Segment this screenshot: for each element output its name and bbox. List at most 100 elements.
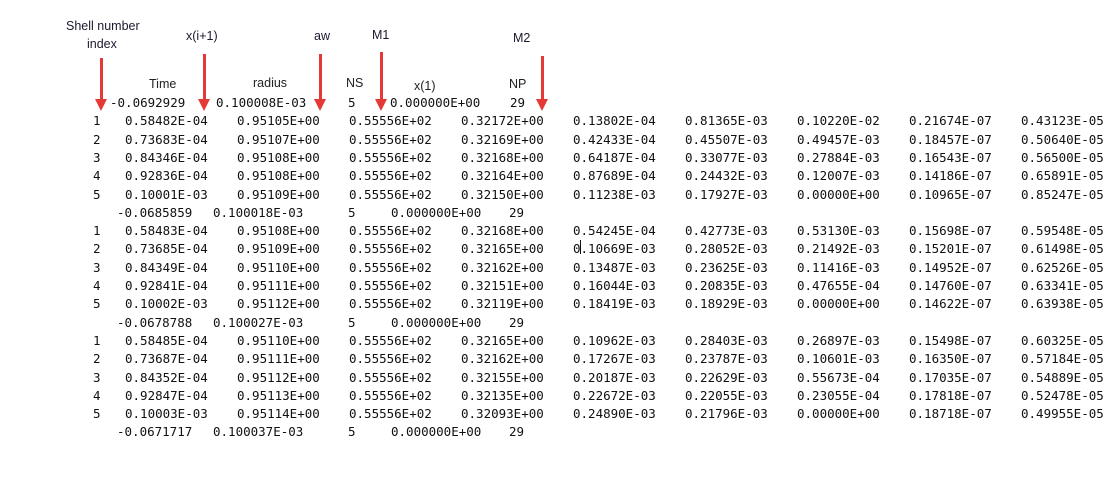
table-cell: 0.32169E+00 [461,131,544,147]
summary-value: 5 [348,204,356,220]
table-cell: 0.16350E-07 [909,351,992,367]
aw-annotation: aw [314,29,330,43]
table-cell: 0.32119E+00 [461,296,544,312]
summary-value: 0.100027E-03 [213,314,304,330]
table-cell: 0.95108E+00 [237,223,320,239]
table-cell: 0.81365E-03 [685,113,768,129]
shell-index: 1 [93,113,101,129]
table-cell: 0.32162E+00 [461,259,544,275]
table-cell: 0.10002E-03 [125,296,208,312]
table-cell: 0.55556E+02 [349,332,432,348]
text-cursor [580,240,581,254]
table-cell: 0.15498E-07 [909,332,992,348]
table-cell: 0.95114E+00 [237,406,320,422]
table-cell: 0.22629E-03 [685,369,768,385]
summary-value: -0.0678788 [117,314,193,330]
table-cell: 0.56500E-05 [1021,149,1104,165]
table-cell: 0.55556E+02 [349,223,432,239]
table-cell: 0.11416E-03 [797,259,880,275]
table-cell: 0.18929E-03 [685,296,768,312]
table-cell: 0.95105E+00 [237,113,320,129]
table-cell: 0.15201E-07 [909,241,992,257]
table-cell: 0.32168E+00 [461,223,544,239]
header-ns: NS [346,76,364,90]
table-cell: 0.10003E-03 [125,406,208,422]
table-cell: 0.43123E-05 [1021,113,1104,129]
table-cell: 0.18457E-07 [909,131,992,147]
table-cell: 0.47655E-04 [797,278,880,293]
table-cell: 0.23625E-03 [685,259,768,275]
table-cell: 0.55556E+02 [349,369,432,385]
table-cell: 0.55556E+02 [349,259,432,275]
table-cell: 0.10001E-03 [125,186,208,202]
table-cell: 0.14952E-07 [909,259,992,275]
table-cell: 0.65891E-05 [1021,168,1104,184]
table-cell: 0.64187E-04 [573,149,656,165]
table-cell: 0.15698E-07 [909,223,992,239]
summary-value: 5 [348,95,356,110]
table-cell: 0.14622E-07 [909,296,992,312]
table-cell: 0.58485E-04 [125,332,208,348]
table-cell: 0.22055E-03 [685,387,768,403]
table-cell: 0.32150E+00 [461,186,544,202]
table-cell: 0.42433E-04 [573,131,656,147]
table-cell: 0.14760E-07 [909,278,992,293]
header-np: NP [509,77,527,91]
table-cell: 0.63938E-05 [1021,296,1104,312]
table-cell: 0.87689E-04 [573,168,656,184]
m1-annotation: M1 [372,28,390,42]
table-cell: 0.95112E+00 [237,296,320,312]
table-cell: 0.10220E-02 [797,113,880,129]
summary-value: 0.000000E+00 [391,424,482,440]
shell-index: 3 [93,259,101,275]
table-cell: 0.95112E+00 [237,369,320,385]
aw-arrow-icon [314,54,326,111]
table-cell: 0.32165E+00 [461,241,544,257]
table-cell: 0.62526E-05 [1021,259,1104,275]
table-cell: 0.10962E-03 [573,332,656,348]
table-cell: 0.32135E+00 [461,387,544,403]
shell-index: 4 [93,387,101,403]
table-cell: 0.32165E+00 [461,332,544,348]
table-cell: 0.55556E+02 [349,149,432,165]
table-cell: 0.28403E-03 [685,332,768,348]
table-cell: 0.55556E+02 [349,296,432,312]
table-cell: 0.95107E+00 [237,131,320,147]
table-cell: 0.45507E-03 [685,131,768,147]
shell-number-annotation-line2: index [87,37,117,51]
table-cell: 0.55673E-04 [797,369,880,385]
table-cell: 0.73683E-04 [125,131,208,147]
table-cell: 0.13487E-03 [573,259,656,275]
table-cell: 0.11238E-03 [573,186,656,202]
table-cell: 0.17035E-07 [909,369,992,385]
header-x1: x(1) [414,79,436,93]
table-cell: 0.23055E-04 [797,387,880,403]
table-cell: 0.32155E+00 [461,369,544,385]
table-cell: 0.49955E-05 [1021,406,1104,422]
table-cell: 0.32093E+00 [461,406,544,422]
table-cell: 0.10669E-03 [573,241,656,257]
table-cell: 0.58482E-04 [125,113,208,129]
table-cell: 0.55556E+02 [349,131,432,147]
shell-index: 4 [93,168,101,184]
table-cell: 0.95110E+00 [237,332,320,348]
table-cell: 0.95113E+00 [237,387,320,403]
shell-index: 2 [93,241,101,257]
table-cell: 0.55556E+02 [349,168,432,184]
table-cell: 0.16543E-07 [909,149,992,165]
shell-index-arrow-icon [95,58,107,111]
table-cell: 0.21796E-03 [685,406,768,422]
table-cell: 0.55556E+02 [349,387,432,403]
shell-index: 5 [93,296,101,312]
shell-index: 2 [93,351,101,367]
summary-value: 29 [510,95,526,110]
m1-arrow-icon [375,52,387,111]
table-cell: 0.84346E-04 [125,149,208,165]
table-cell: 0.55556E+02 [349,351,432,367]
table-cell: 0.10601E-03 [797,351,880,367]
table-cell: 0.00000E+00 [797,406,880,422]
summary-value: 0.100037E-03 [213,424,304,440]
table-cell: 0.00000E+00 [797,296,880,312]
table-cell: 0.85247E-05 [1021,186,1104,202]
m2-annotation: M2 [513,31,531,45]
